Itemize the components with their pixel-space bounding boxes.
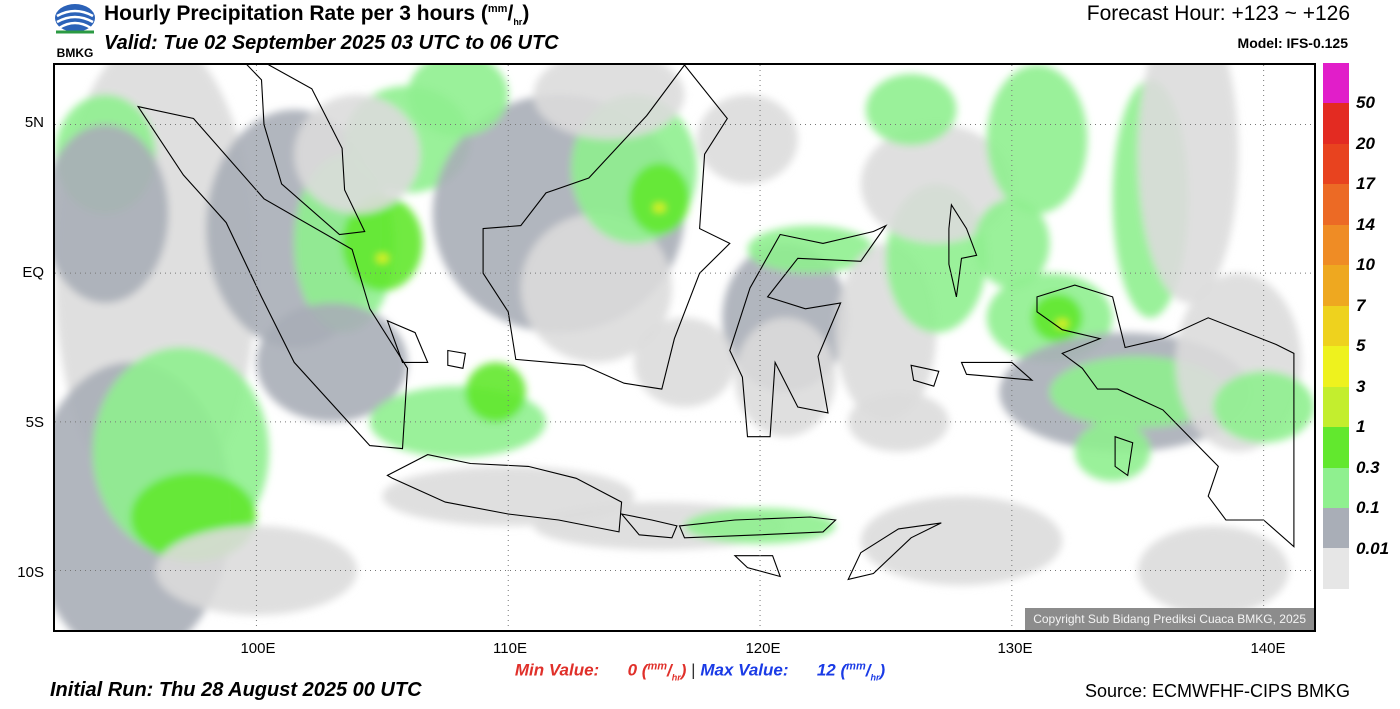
bali-lombok — [620, 513, 678, 539]
rain-cell — [697, 94, 798, 184]
legend-swatch — [1323, 467, 1349, 508]
legend-label: 20 — [1356, 133, 1375, 153]
rain-cell — [1137, 65, 1239, 303]
rain-cell — [865, 73, 957, 146]
legend-label: 1 — [1356, 417, 1366, 437]
copyright-notice: Copyright Sub Bidang Prediksi Cuaca BMKG… — [1025, 608, 1314, 630]
rain-cell — [1137, 525, 1289, 616]
lat-label-5n: 5N — [24, 114, 44, 131]
land-outlines — [136, 65, 1295, 581]
legend-swatch — [1323, 63, 1349, 104]
lat-label-eq: EQ — [22, 264, 44, 281]
logo-text: BMKG — [56, 46, 94, 60]
rain-cell — [55, 124, 169, 303]
lon-label-100e: 100E — [240, 640, 276, 657]
legend-label: 10 — [1356, 255, 1375, 275]
rain-cell — [294, 94, 421, 214]
forecast-hour: Forecast Hour: +123 ~ +126 — [1086, 2, 1350, 25]
belitung-island — [447, 349, 467, 369]
bmkg-logo-icon — [55, 4, 95, 34]
bmkg-logo — [52, 2, 98, 60]
rain-peak — [1056, 319, 1069, 328]
borneo-island — [482, 65, 731, 390]
legend-label: 14 — [1356, 214, 1375, 234]
rain-cell — [860, 496, 1063, 586]
data-source: Source: ECMWFHF-CIPS BMKG — [1084, 681, 1350, 701]
lon-label-120e: 120E — [745, 640, 781, 657]
legend-label: 7 — [1356, 295, 1366, 315]
legend-swatch — [1323, 184, 1349, 225]
map-canvas — [55, 65, 1314, 630]
legend-swatch — [1323, 346, 1349, 387]
rain-cell — [974, 198, 1050, 289]
seram-island — [960, 361, 1034, 381]
legend-label: 17 — [1356, 174, 1375, 194]
rain-cell — [256, 302, 408, 422]
legend-swatch — [1323, 103, 1349, 144]
buru-island — [910, 364, 940, 387]
legend-swatch — [1323, 305, 1349, 347]
aru-islands — [1114, 435, 1134, 477]
bangka-island — [386, 319, 429, 363]
min-value-label: Min Value: — [514, 660, 600, 680]
rain-cell — [634, 317, 735, 407]
initial-run: Initial Run: Thu 28 August 2025 00 UTC — [50, 679, 422, 701]
rain-cell — [1031, 293, 1083, 342]
max-value: 12 — [816, 660, 836, 680]
sumba-island — [733, 555, 782, 578]
sumatra-island — [136, 105, 409, 450]
legend-label: 5 — [1356, 336, 1366, 356]
legend-label: 50 — [1356, 93, 1375, 113]
rain-cell — [848, 392, 949, 452]
halmahera-island — [948, 203, 978, 298]
sulawesi-island — [729, 224, 888, 438]
lat-label-5s: 5S — [25, 414, 44, 431]
rain-cell — [1074, 421, 1151, 482]
rain-peak — [653, 203, 666, 212]
rain-layer — [55, 65, 1314, 630]
rain-cell — [629, 163, 690, 235]
legend-label: 0.3 — [1356, 457, 1380, 477]
sumbawa-flores — [678, 516, 837, 539]
rain-peak — [376, 254, 389, 263]
rain-cell — [1213, 371, 1314, 443]
valid-time: Valid: Tue 02 September 2025 03 UTC to 0… — [104, 32, 559, 54]
legend-swatch — [1323, 507, 1349, 549]
graticule — [55, 65, 1314, 630]
new-guinea-island — [1036, 284, 1295, 548]
rain-cell — [407, 65, 509, 137]
legend-swatch — [1323, 427, 1349, 468]
color-legend — [1323, 63, 1349, 589]
lon-label-130e: 130E — [997, 640, 1033, 657]
legend-swatch — [1323, 265, 1349, 306]
lon-label-140e: 140E — [1250, 640, 1286, 657]
rain-cell — [860, 124, 1012, 244]
legend-swatch — [1323, 143, 1349, 185]
precipitation-map[interactable]: Copyright Sub Bidang Prediksi Cuaca BMKG… — [53, 63, 1316, 632]
rain-cell — [520, 213, 672, 363]
rain-cell — [342, 195, 423, 291]
value-separator: | — [691, 660, 696, 680]
timor-island — [847, 522, 942, 581]
rain-cell — [986, 65, 1088, 214]
malay-peninsula — [246, 65, 366, 236]
legend-swatch — [1323, 548, 1349, 589]
legend-label: 3 — [1356, 376, 1366, 396]
rain-cell — [734, 317, 836, 437]
min-value: 0 — [627, 660, 638, 680]
max-value-label: Max Value: — [700, 660, 789, 680]
page-title: Hourly Precipitation Rate per 3 hours (m… — [104, 2, 530, 28]
min-max-values: Min Value: 0 (mm/hr) | Max Value: 12 (mm… — [514, 660, 886, 683]
rain-cell — [465, 362, 526, 422]
lat-label-10s: 10S — [17, 564, 44, 581]
model-name: Model: IFS-0.125 — [1237, 35, 1348, 51]
legend-swatch — [1323, 224, 1349, 266]
legend-label: 0.1 — [1356, 498, 1380, 518]
legend-label: 0.01 — [1356, 538, 1390, 558]
legend-swatch — [1323, 386, 1349, 428]
rain-cell — [533, 65, 685, 140]
java-island — [386, 454, 623, 533]
lon-label-110e: 110E — [493, 640, 527, 657]
